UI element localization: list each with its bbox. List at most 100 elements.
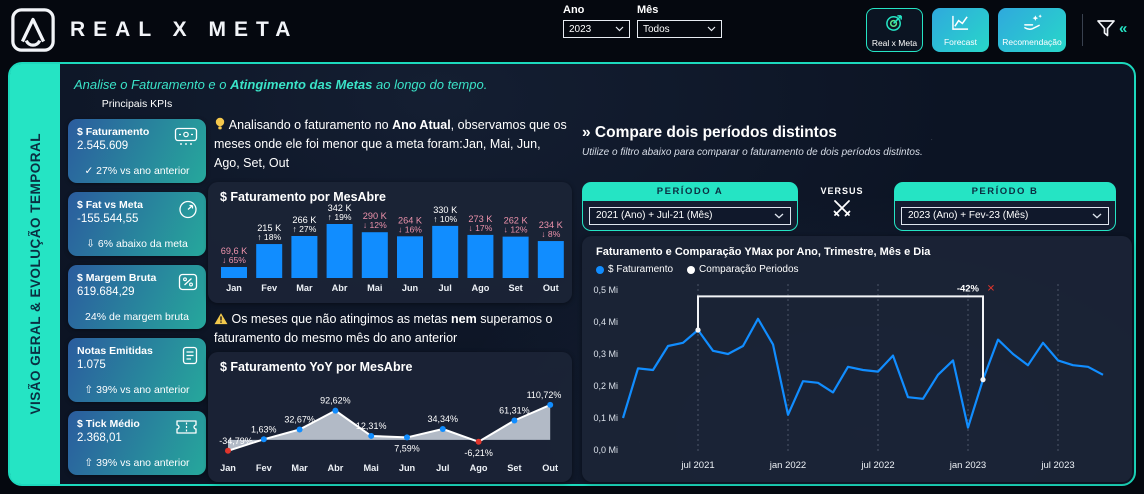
svg-text:↓ 17%: ↓ 17% xyxy=(468,223,492,233)
period-b-header: PERÍODO B xyxy=(894,182,1116,201)
yoy-point-Out[interactable] xyxy=(547,401,554,408)
yoy-line-chart: -34,79% Jan 1,63% Fev 32,67% Mar 92,62% Abr 12,3… xyxy=(219,390,562,473)
svg-text:jan 2023: jan 2023 xyxy=(949,460,986,471)
yoy-point-Jan[interactable] xyxy=(225,447,231,454)
svg-text:69,6 K: 69,6 K xyxy=(221,246,248,256)
yoy-line xyxy=(227,404,551,452)
svg-text:jul 2021: jul 2021 xyxy=(680,460,714,471)
kpi-section-title: Principais KPIs xyxy=(101,98,173,110)
yoy-point-Jun[interactable] xyxy=(404,434,410,441)
chevron-down-icon xyxy=(774,213,784,218)
period-b-value: 2023 (Ano) + Fev-23 (Mês) xyxy=(908,210,1029,221)
period-b-card: PERÍODO B 2023 (Ano) + Fev-23 (Mês) xyxy=(894,182,1116,231)
yoy-chart-card: $ Faturamento YoY por MesAbre -34,79% Jan… xyxy=(208,352,572,482)
svg-text:1,63%: 1,63% xyxy=(251,424,277,434)
annotation-close-icon[interactable]: ✕ xyxy=(987,283,995,294)
topbar: REAL X META Ano 2023 Mês Todos xyxy=(0,0,1144,60)
bar-Jun[interactable] xyxy=(397,236,423,278)
bar-chart-card: $ Faturamento por MesAbre 69,6 K ↓ 65% Jan… xyxy=(208,182,572,303)
svg-text:↓ 65%: ↓ 65% xyxy=(222,255,246,265)
svg-text:342 K: 342 K xyxy=(328,204,353,213)
insight-text: Analisando o faturamento no Ano Atual, o… xyxy=(214,117,567,170)
bar-Fev[interactable] xyxy=(256,244,283,278)
percent-icon xyxy=(178,273,198,296)
bar-Mar[interactable] xyxy=(291,236,318,278)
svg-text:Out: Out xyxy=(542,463,558,473)
svg-text:Out: Out xyxy=(543,283,559,293)
yoy-point-Ago[interactable] xyxy=(475,438,482,445)
mes-select[interactable]: Todos xyxy=(637,20,722,38)
svg-text:↓ 8%: ↓ 8% xyxy=(541,229,560,239)
warning-text: Os meses que não atingimos as metas nem … xyxy=(214,312,553,345)
faturamento-line[interactable] xyxy=(621,317,1104,429)
yoy-point-Fev[interactable] xyxy=(260,436,267,443)
ticket-icon xyxy=(175,419,198,440)
svg-text:264 K: 264 K xyxy=(398,215,423,225)
nav-recomendacao-button[interactable]: Recomendação xyxy=(998,8,1066,52)
svg-text:0,0 Mi: 0,0 Mi xyxy=(593,445,618,455)
svg-text:↓ 16%: ↓ 16% xyxy=(398,224,422,234)
collapse-chevrons-icon[interactable]: « xyxy=(1119,20,1127,37)
svg-text:Set: Set xyxy=(507,463,521,473)
crossed-swords-icon xyxy=(833,200,851,217)
bar-Set[interactable] xyxy=(502,236,529,278)
bar-Mai[interactable] xyxy=(361,232,388,278)
ano-slicer: Ano 2023 xyxy=(563,4,630,38)
svg-text:-6,21%: -6,21% xyxy=(464,448,493,458)
page-subtitle: Analise o Faturamento e o Atingimento da… xyxy=(74,77,488,92)
kpi-column: Principais KPIs $ Faturamento 2.545.609 … xyxy=(68,98,206,484)
filter-funnel-icon[interactable] xyxy=(1094,17,1118,46)
comparison-chart-card: Faturamento e Comparação YMax por Ano, T… xyxy=(582,236,1132,482)
svg-text:Ago: Ago xyxy=(470,463,488,473)
topbar-divider xyxy=(1082,14,1083,46)
brand-logo-icon xyxy=(10,7,56,53)
legend-dot-white xyxy=(687,265,696,274)
bar-Out[interactable] xyxy=(537,241,564,278)
svg-text:↑ 27%: ↑ 27% xyxy=(292,224,316,234)
svg-text:7,59%: 7,59% xyxy=(394,443,420,453)
bar-Jul[interactable] xyxy=(432,225,459,278)
svg-text:↑ 19%: ↑ 19% xyxy=(328,212,352,222)
yoy-point-Mar[interactable] xyxy=(296,426,303,433)
kpi-card-notas-emitidas: Notas Emitidas 1.075 ⇧ 39% vs ano anteri… xyxy=(68,338,206,402)
nav-forecast-button[interactable]: Forecast xyxy=(932,8,989,52)
svg-text:Jan: Jan xyxy=(226,283,242,293)
yoy-point-Set[interactable] xyxy=(511,417,518,424)
kpi-card-faturamento: $ Faturamento 2.545.609 ✓ 27% vs ano ant… xyxy=(68,119,206,183)
comparison-line-chart: 0,0 Mi 0,1 Mi 0,2 Mi 0,3 Mi 0,4 Mi 0,5 Mi jul … xyxy=(593,283,1104,471)
nav-real-x-meta-button[interactable]: Real x Meta xyxy=(866,8,923,52)
sidebar-ribbon: VISÃO GERAL & EVOLUÇÃO TEMPORAL xyxy=(10,64,60,484)
svg-text:↑ 10%: ↑ 10% xyxy=(433,214,457,224)
bar-Jan[interactable] xyxy=(221,267,247,278)
period-a-header: PERÍODO A xyxy=(582,182,798,201)
lightbulb-icon xyxy=(215,117,225,130)
period-a-select[interactable]: 2021 (Ano) + Jul-21 (Mês) xyxy=(589,206,791,225)
period-b-select[interactable]: 2023 (Ano) + Fev-23 (Mês) xyxy=(901,206,1109,225)
svg-text:Ago: Ago xyxy=(471,283,489,293)
ano-label: Ano xyxy=(563,4,585,16)
svg-text:-34,79%: -34,79% xyxy=(219,436,253,446)
ano-select[interactable]: 2023 xyxy=(563,20,630,38)
svg-text:215 K: 215 K xyxy=(257,223,282,233)
svg-text:Mai: Mai xyxy=(367,283,382,293)
bar-Ago[interactable] xyxy=(467,234,494,278)
yoy-point-Mai[interactable] xyxy=(368,432,375,439)
svg-text:110,72%: 110,72% xyxy=(527,390,562,400)
chevron-down-icon xyxy=(1092,213,1102,218)
svg-text:Jan: Jan xyxy=(220,463,236,473)
period-a-value: 2021 (Ano) + Jul-21 (Mês) xyxy=(596,210,713,221)
yoy-point-Abr[interactable] xyxy=(332,407,339,414)
bar-Abr[interactable] xyxy=(326,224,353,278)
note-icon xyxy=(182,346,198,370)
kpi-card-fat-vs-meta: $ Fat vs Meta -155.544,55 ⇩ 6% abaixo da… xyxy=(68,192,206,256)
line-chart-icon xyxy=(951,14,970,33)
svg-text:262 K: 262 K xyxy=(504,216,529,226)
svg-text:266 K: 266 K xyxy=(292,215,317,225)
svg-text:330 K: 330 K xyxy=(433,205,458,215)
svg-text:Abr: Abr xyxy=(327,463,343,473)
svg-text:jul 2023: jul 2023 xyxy=(1040,460,1074,471)
svg-text:32,67%: 32,67% xyxy=(284,415,315,425)
chevron-down-icon xyxy=(707,26,716,32)
comparison-bracket xyxy=(697,295,984,380)
yoy-point-Jul[interactable] xyxy=(439,425,446,432)
